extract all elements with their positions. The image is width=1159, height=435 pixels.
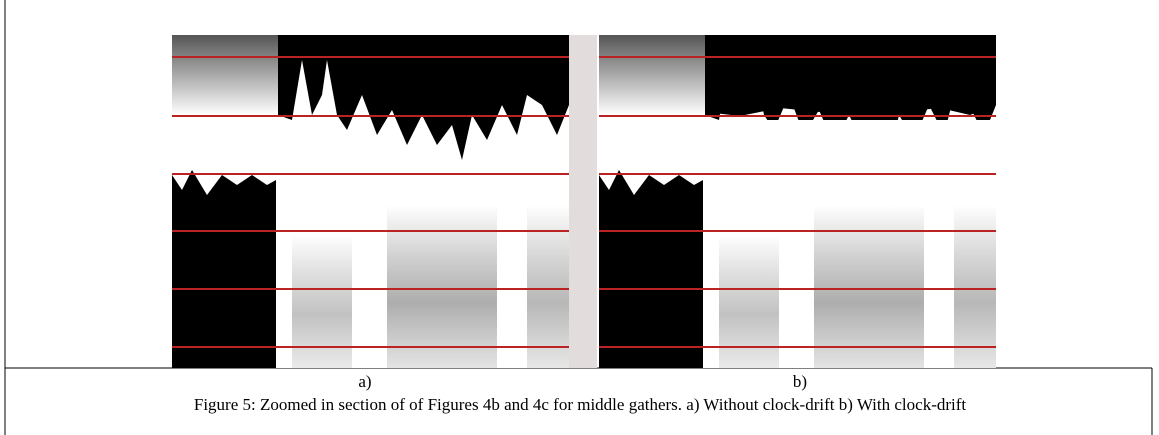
panel-label: a) xyxy=(358,372,371,391)
caption: Figure 5: Zoomed in section of of Figure… xyxy=(194,395,967,414)
panel-image xyxy=(599,35,996,368)
figure: a) b) Figure 5: Zoomed in section of of … xyxy=(0,0,1159,435)
panel-image xyxy=(172,35,569,368)
divider xyxy=(569,35,597,368)
panel-label: b) xyxy=(793,372,807,391)
page: a) b) Figure 5: Zoomed in section of of … xyxy=(0,0,1159,435)
